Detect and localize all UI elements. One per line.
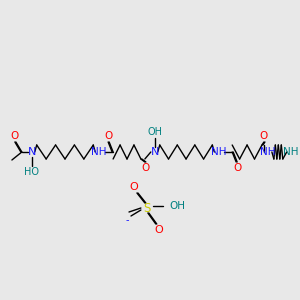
Text: NH: NH: [283, 147, 298, 157]
Text: -: -: [125, 215, 129, 225]
Text: O: O: [154, 225, 163, 235]
Text: O: O: [11, 131, 19, 141]
Text: S: S: [143, 202, 151, 214]
Text: O: O: [260, 131, 268, 141]
Text: N: N: [151, 147, 159, 157]
Text: NH: NH: [211, 147, 226, 157]
Text: O: O: [233, 163, 241, 173]
Text: O: O: [104, 131, 112, 141]
Text: NH: NH: [260, 147, 276, 157]
Text: NH: NH: [92, 147, 107, 157]
Text: OH: OH: [170, 201, 186, 211]
Text: OH: OH: [147, 127, 162, 137]
Text: O: O: [142, 163, 150, 173]
Text: N: N: [28, 147, 36, 157]
Text: HO: HO: [24, 167, 39, 177]
Text: O: O: [130, 182, 138, 192]
